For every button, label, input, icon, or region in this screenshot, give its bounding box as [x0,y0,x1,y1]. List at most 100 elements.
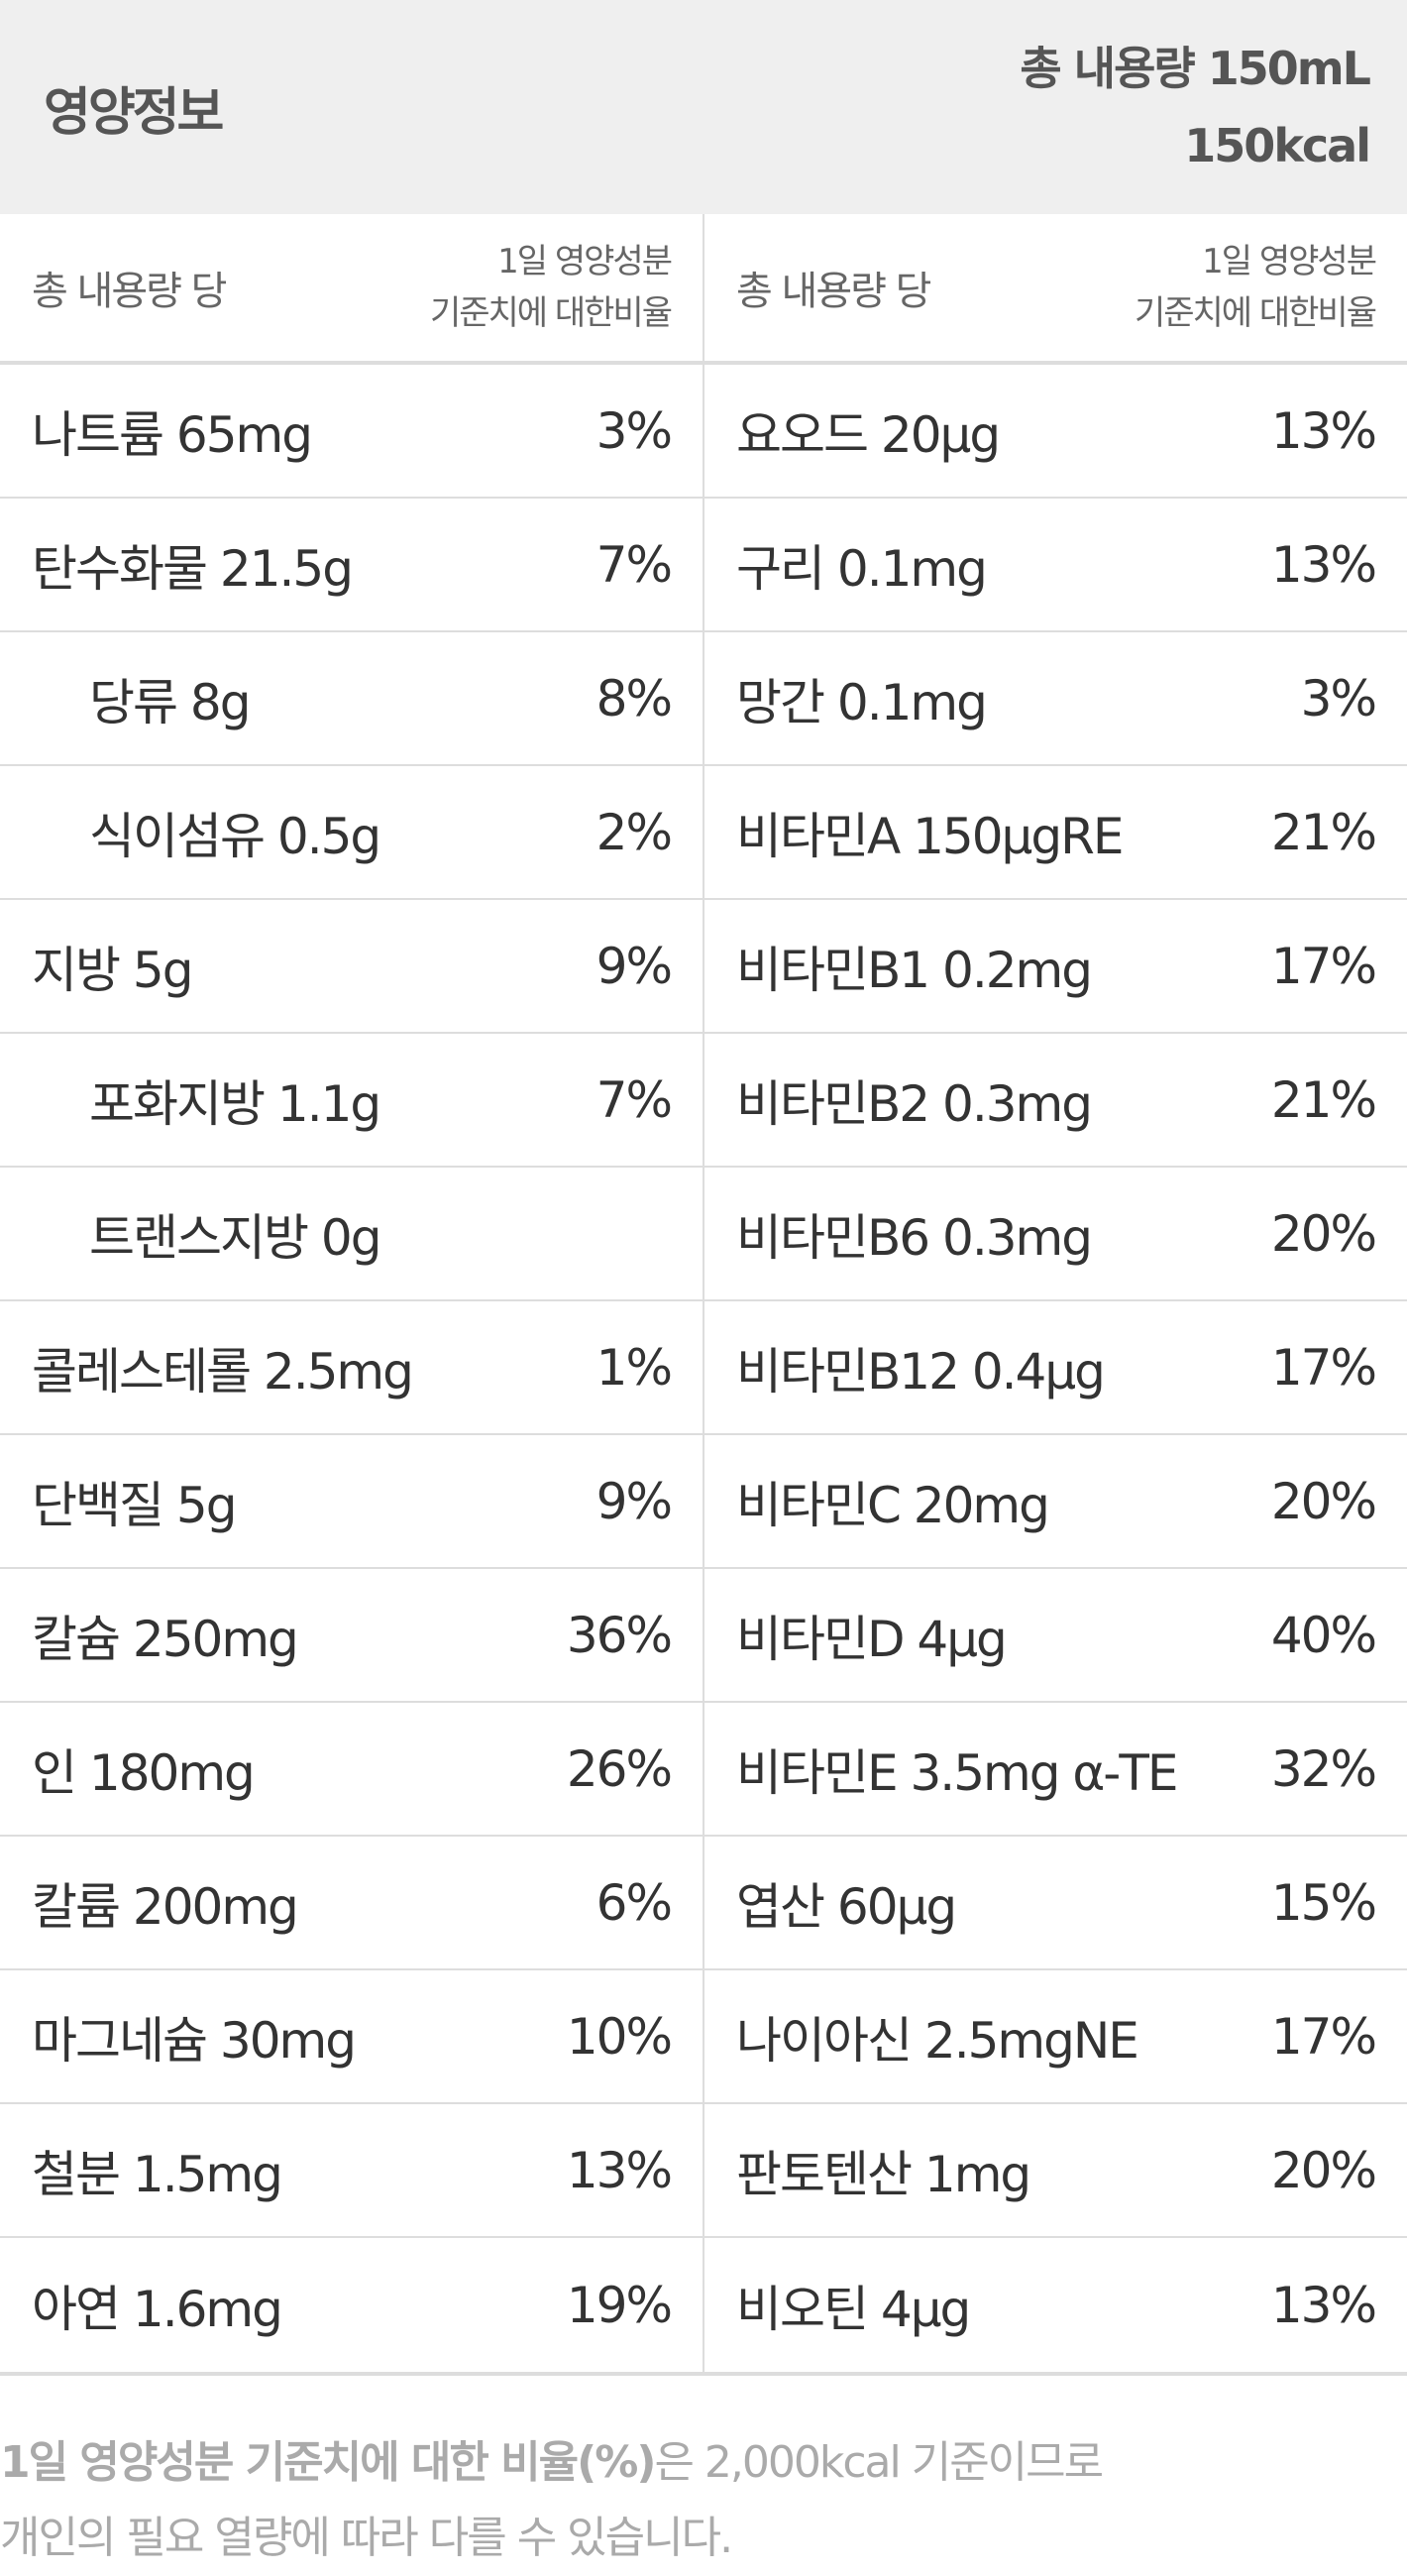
nutrient-row: 지방 5g 9% [0,900,703,1034]
nutrient-percent: 7% [595,535,673,594]
nutrient-row: 당류 8g 8% [0,632,703,766]
nutrient-row: 판토텐산 1mg 20% [704,2104,1407,2238]
nutrient-percent: 32% [1270,1739,1377,1798]
nutrient-percent: 13% [1270,2276,1377,2334]
nutrient-percent: 13% [1270,401,1377,460]
footnote-line1: 1일 영양성분 기준치에 대한 비율(%)은 2,000kcal 기준이므로 [0,2425,1407,2501]
nutrient-name: 비타민C 20mg [736,1476,1050,1534]
nutrient-name: 탄수화물 21.5g [32,539,354,598]
nutrient-percent: 20% [1270,2141,1377,2199]
nutrient-percent: 3% [595,401,673,460]
nutrient-row: 비타민B2 0.3mg 21% [704,1034,1407,1168]
nutrient-percent: 9% [595,937,673,995]
footnote-bold: 1일 영양성분 기준치에 대한 비율(%) [0,2437,656,2488]
nutrient-percent: 20% [1270,1472,1377,1530]
nutrient-percent: 19% [566,2276,673,2334]
nutrient-row: 망간 0.1mg 3% [704,632,1407,766]
nutrient-row: 나트륨 65mg 3% [0,365,703,499]
nutrient-percent: 9% [595,1472,673,1530]
nutrient-row: 비타민A 150μgRE 21% [704,766,1407,900]
nutrient-percent: 13% [1270,535,1377,594]
nutrient-percent: 20% [1270,1204,1377,1263]
nutrient-percent: 36% [566,1606,673,1664]
nutrient-row: 구리 0.1mg 13% [704,499,1407,632]
ratio-label-line2: 기준치에 대한비율 [429,293,673,333]
nutrient-name: 나트륨 65mg [32,405,313,464]
nutrient-name: 식이섬유 0.5g [89,807,381,865]
nutrient-row: 철분 1.5mg 13% [0,2104,703,2238]
nutrient-row: 콜레스테롤 2.5mg 1% [0,1301,703,1435]
nutrient-name: 망간 0.1mg [736,673,988,731]
nutrient-percent: 1% [595,1338,673,1397]
nutrient-percent: 26% [566,1739,673,1798]
nutrient-row: 칼륨 200mg 6% [0,1837,703,1970]
nutrient-name: 콜레스테롤 2.5mg [32,1342,414,1400]
nutrient-name: 인 180mg [32,1743,256,1802]
nutrient-percent: 21% [1270,803,1377,861]
nutrient-name: 비타민B6 0.3mg [736,1208,1093,1267]
nutrient-name: 지방 5g [32,941,193,999]
left-column: 총 내용량 당 1일 영양성분 기준치에 대한비율 나트륨 65mg 3% 탄수화물 … [0,214,703,2372]
per-total-label: 총 내용량 당 [736,269,931,314]
nutrient-name: 마그네슘 30mg [32,2011,357,2070]
nutrient-row: 비오틴 4μg 13% [704,2238,1407,2372]
nutrient-percent: 15% [1270,1873,1377,1932]
nutrient-row: 인 180mg 26% [0,1703,703,1837]
nutrient-name: 요오드 20μg [736,405,1001,464]
nutrient-name: 엽산 60μg [736,1877,957,1936]
nutrient-name: 철분 1.5mg [32,2145,283,2203]
footnote: 1일 영양성분 기준치에 대한 비율(%)은 2,000kcal 기준이므로 개… [0,2376,1407,2576]
footnote-line2: 개인의 필요 열량에 따라 다를 수 있습니다. [0,2513,733,2563]
nutrient-row: 칼슘 250mg 36% [0,1569,703,1703]
nutrient-percent: 17% [1270,937,1377,995]
nutrient-percent: 3% [1300,669,1377,728]
nutrient-row: 비타민B1 0.2mg 17% [704,900,1407,1034]
nutrient-row: 나이아신 2.5mgNE 17% [704,1970,1407,2104]
nutrient-name: 칼륨 200mg [32,1877,299,1936]
nutrient-name: 비오틴 4μg [736,2280,971,2338]
nutrient-percent: 7% [595,1070,673,1129]
footnote-rest: 은 2,000kcal 기준이므로 [654,2437,1104,2488]
nutrient-name: 비타민B2 0.3mg [736,1074,1093,1133]
nutrient-name: 당류 8g [89,673,251,731]
nutrient-row: 비타민B6 0.3mg 20% [704,1168,1407,1301]
total-summary: 총 내용량 150mL 150kcal [1020,30,1371,184]
nutrient-row: 비타민D 4μg 40% [704,1569,1407,1703]
ratio-label-line1: 1일 영양성분 [497,242,673,281]
nutrition-header: 영양정보 총 내용량 150mL 150kcal [0,0,1407,214]
nutrient-percent: 2% [595,803,673,861]
nutrient-row: 엽산 60μg 15% [704,1837,1407,1970]
ratio-label-line1: 1일 영양성분 [1202,242,1377,281]
total-calories: 150kcal [1184,119,1371,172]
nutrient-name: 비타민B1 0.2mg [736,941,1093,999]
nutrient-name: 트랜스지방 0g [89,1208,381,1267]
nutrient-row: 탄수화물 21.5g 7% [0,499,703,632]
nutrient-name: 단백질 5g [32,1476,237,1534]
nutrient-name: 구리 0.1mg [736,539,988,598]
nutrient-percent: 17% [1270,1338,1377,1397]
nutrient-row: 마그네슘 30mg 10% [0,1970,703,2104]
nutrient-name: 아연 1.6mg [32,2280,283,2338]
nutrient-name: 판토텐산 1mg [736,2145,1031,2203]
total-volume: 총 내용량 150mL [1020,42,1371,95]
page-title: 영양정보 [44,82,224,143]
ratio-label-line2: 기준치에 대한비율 [1134,293,1377,333]
nutrient-name: 포화지방 1.1g [89,1074,381,1133]
nutrient-name: 비타민B12 0.4μg [736,1342,1106,1400]
nutrient-percent: 17% [1270,2007,1377,2066]
nutrient-percent: 6% [595,1873,673,1932]
nutrient-percent: 40% [1270,1606,1377,1664]
nutrient-row: 비타민B12 0.4μg 17% [704,1301,1407,1435]
column-header: 총 내용량 당 1일 영양성분 기준치에 대한비율 [0,214,703,365]
nutrient-name: 칼슘 250mg [32,1610,299,1668]
nutrient-row: 요오드 20μg 13% [704,365,1407,499]
nutrient-row: 비타민E 3.5mg α-TE 32% [704,1703,1407,1837]
nutrient-name: 비타민D 4μg [736,1610,1008,1668]
nutrient-name: 비타민A 150μgRE [736,807,1124,865]
nutrient-name: 나이아신 2.5mgNE [736,2011,1139,2070]
nutrient-percent: 8% [595,669,673,728]
